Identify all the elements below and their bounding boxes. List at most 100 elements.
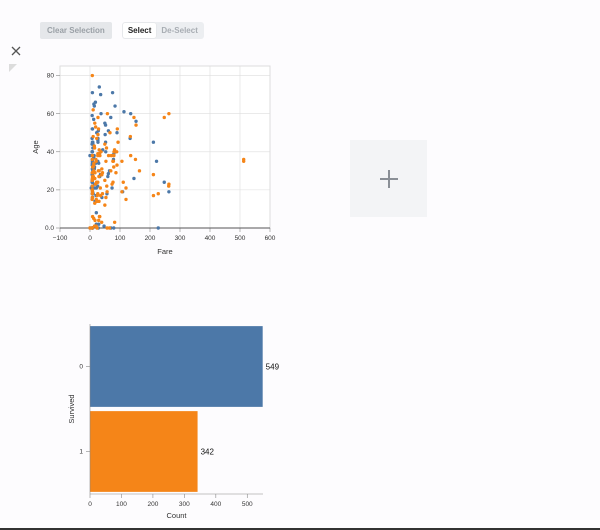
scatter-point-survived-0 (167, 190, 171, 194)
scatter-point-survived-1 (109, 169, 113, 173)
y-tick-label: 0.0 (45, 225, 54, 232)
bar-value-label: 342 (201, 448, 215, 457)
bar-chart[interactable]: 549 0 342 1 0 100 200 300 400 500 Count Survived (40, 310, 360, 525)
scatter-point-survived-1 (90, 188, 95, 192)
scatter-point-survived-1 (98, 214, 102, 219)
scatter-point-survived-0 (162, 180, 166, 184)
x-tick-label: 200 (147, 501, 158, 508)
x-tick-label: 0 (88, 235, 92, 242)
scatter-point-survived-1 (97, 174, 101, 179)
scatter-point-survived-1 (156, 191, 160, 196)
y-tick-label: 40 (47, 149, 55, 156)
toolbar: Clear Selection Select De-Select (40, 22, 204, 39)
scatter-point-survived-1 (96, 191, 100, 196)
scatter-point-survived-0 (134, 119, 138, 123)
scatter-point-survived-0 (92, 186, 97, 190)
scatter-point-survived-0 (106, 174, 110, 179)
x-axis-title: Count (166, 511, 187, 520)
scatter-point-survived-0 (97, 222, 101, 226)
scatter-point-survived-1 (151, 172, 156, 177)
scatter-point-survived-0 (97, 85, 102, 89)
scatter-point-survived-1 (109, 153, 114, 158)
scatter-point-survived-0 (92, 104, 97, 108)
scatter-point-survived-1 (100, 167, 104, 171)
scatter-point-survived-1 (103, 142, 107, 146)
scatter-point-survived-1 (93, 182, 98, 186)
y-tick-label: 20 (47, 187, 55, 194)
scatter-point-survived-1 (90, 184, 95, 188)
plus-icon (379, 169, 398, 188)
scatter-point-survived-1 (90, 195, 95, 200)
scatter-point-survived-1 (120, 159, 124, 163)
scatter-point-survived-1 (110, 182, 114, 186)
close-icon[interactable] (9, 44, 23, 58)
resize-corner-icon (9, 59, 17, 72)
scatter-point-survived-0 (90, 150, 94, 154)
scatter-point-survived-0 (103, 121, 107, 125)
select-mode-button[interactable]: Select (122, 23, 157, 38)
x-tick-label: 100 (115, 235, 126, 242)
scatter-point-survived-0 (113, 104, 117, 108)
scatter-point-survived-1 (90, 157, 95, 162)
scatter-point-survived-0 (151, 140, 156, 144)
scatter-point-survived-1 (151, 193, 156, 198)
scatter-point-survived-1 (90, 73, 95, 78)
scatter-point-survived-1 (128, 153, 133, 158)
scatter-point-survived-0 (88, 153, 92, 158)
x-tick-label: 400 (205, 235, 216, 242)
scatter-point-survived-1 (95, 226, 99, 230)
scatter-point-survived-1 (105, 190, 109, 194)
scatter-point-survived-1 (116, 140, 120, 144)
scatter-point-survived-1 (100, 171, 105, 175)
scatter-point-survived-0 (110, 90, 115, 95)
y-tick-label: 60 (47, 111, 55, 118)
scatter-point-survived-1 (96, 127, 101, 131)
scatter-point-survived-1 (112, 148, 117, 152)
selection-mode-toggle: Select De-Select (121, 22, 204, 39)
y-tick-label: 0 (79, 364, 83, 371)
scatter-point-survived-0 (99, 111, 103, 116)
bar-survived-0 (90, 326, 263, 407)
scatter-point-survived-1 (91, 134, 95, 139)
scatter-point-survived-1 (92, 171, 97, 175)
scatter-point-survived-1 (121, 180, 125, 184)
y-tick-label: 1 (79, 449, 83, 456)
scatter-point-survived-1 (93, 176, 97, 181)
scatter-point-survived-1 (90, 214, 95, 219)
x-tick-label: 100 (116, 501, 127, 508)
scatter-point-survived-1 (128, 134, 133, 139)
scatter-point-survived-0 (94, 211, 99, 215)
x-tick-label: 300 (175, 235, 186, 242)
scatter-point-survived-0 (90, 127, 95, 131)
scatter-point-survived-1 (241, 159, 246, 163)
scatter-point-survived-1 (132, 115, 136, 120)
scatter-point-survived-1 (162, 115, 166, 120)
add-chart-button[interactable] (350, 140, 427, 217)
scatter-point-survived-1 (90, 165, 95, 169)
scatter-point-survived-1 (112, 165, 116, 169)
scatter-point-survived-0 (91, 117, 96, 122)
scatter-point-survived-0 (102, 224, 106, 228)
scatter-point-survived-0 (97, 161, 101, 165)
scatter-point-survived-1 (105, 184, 109, 188)
scatter-point-survived-0 (156, 226, 160, 230)
scatter-point-survived-0 (106, 171, 111, 176)
scatter-point-survived-1 (90, 153, 95, 158)
scatter-point-survived-1 (103, 203, 107, 207)
x-tick-label: 400 (210, 501, 221, 508)
scatter-point-survived-0 (103, 132, 107, 137)
scatter-point-survived-0 (90, 113, 94, 118)
scatter-point-survived-1 (95, 136, 99, 141)
scatter-point-survived-1 (98, 186, 103, 190)
scatter-point-survived-0 (90, 90, 95, 95)
scatter-point-survived-0 (110, 186, 114, 190)
scatter-point-survived-1 (120, 190, 124, 194)
scatter-point-survived-1 (96, 151, 100, 156)
scatter-chart[interactable]: −100 0 100 200 300 400 500 600 0.0 20 40 60 80 Fare Ag… (0, 60, 300, 280)
scatter-point-survived-1 (167, 111, 171, 116)
y-axis-title: Survived (67, 394, 76, 423)
deselect-mode-button[interactable]: De-Select (161, 26, 198, 35)
clear-selection-button[interactable]: Clear Selection (40, 22, 112, 39)
y-axis-title: Age (31, 140, 40, 153)
scatter-point-survived-0 (115, 131, 119, 135)
